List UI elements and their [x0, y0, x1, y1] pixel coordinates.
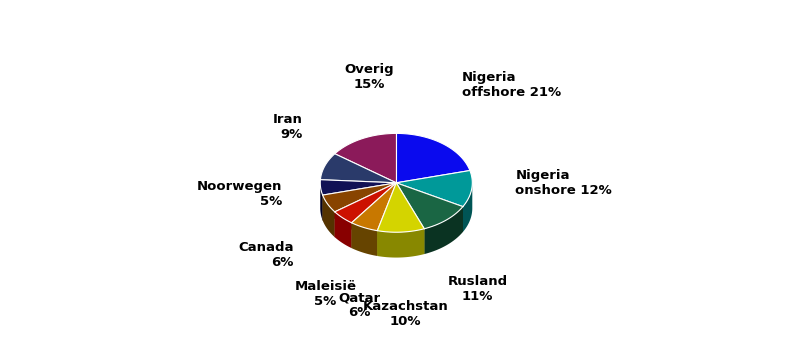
Polygon shape — [396, 171, 473, 207]
Text: Overig
15%: Overig 15% — [345, 63, 394, 91]
Polygon shape — [323, 183, 396, 212]
Polygon shape — [377, 183, 396, 256]
Polygon shape — [335, 183, 396, 237]
Text: Noorwegen
5%: Noorwegen 5% — [197, 180, 282, 208]
Text: Nigeria
offshore 21%: Nigeria offshore 21% — [462, 71, 561, 99]
Polygon shape — [396, 183, 463, 229]
Polygon shape — [463, 182, 473, 232]
Text: Rusland
11%: Rusland 11% — [447, 275, 508, 303]
Polygon shape — [424, 207, 463, 254]
Polygon shape — [351, 183, 396, 248]
Polygon shape — [335, 183, 396, 223]
Text: Qatar
6%: Qatar 6% — [339, 291, 381, 319]
Text: Kazachstan
10%: Kazachstan 10% — [362, 300, 448, 328]
Polygon shape — [377, 183, 396, 256]
Polygon shape — [320, 180, 396, 195]
Polygon shape — [335, 212, 351, 248]
Polygon shape — [396, 183, 424, 254]
Polygon shape — [351, 183, 396, 231]
Text: Canada
6%: Canada 6% — [238, 241, 293, 269]
Polygon shape — [335, 134, 396, 183]
Polygon shape — [323, 183, 396, 220]
Polygon shape — [351, 183, 396, 248]
Polygon shape — [351, 223, 377, 256]
Polygon shape — [335, 183, 396, 237]
Polygon shape — [323, 183, 396, 220]
Polygon shape — [396, 183, 463, 232]
Text: Iran
9%: Iran 9% — [273, 113, 302, 141]
Polygon shape — [396, 134, 470, 183]
Text: Nigeria
onshore 12%: Nigeria onshore 12% — [515, 169, 612, 197]
Polygon shape — [320, 182, 323, 220]
Polygon shape — [320, 154, 396, 183]
Polygon shape — [377, 183, 424, 232]
Polygon shape — [323, 195, 335, 237]
Text: Maleisië
5%: Maleisië 5% — [294, 280, 356, 308]
Polygon shape — [396, 183, 463, 232]
Polygon shape — [377, 229, 424, 257]
Polygon shape — [396, 183, 424, 254]
